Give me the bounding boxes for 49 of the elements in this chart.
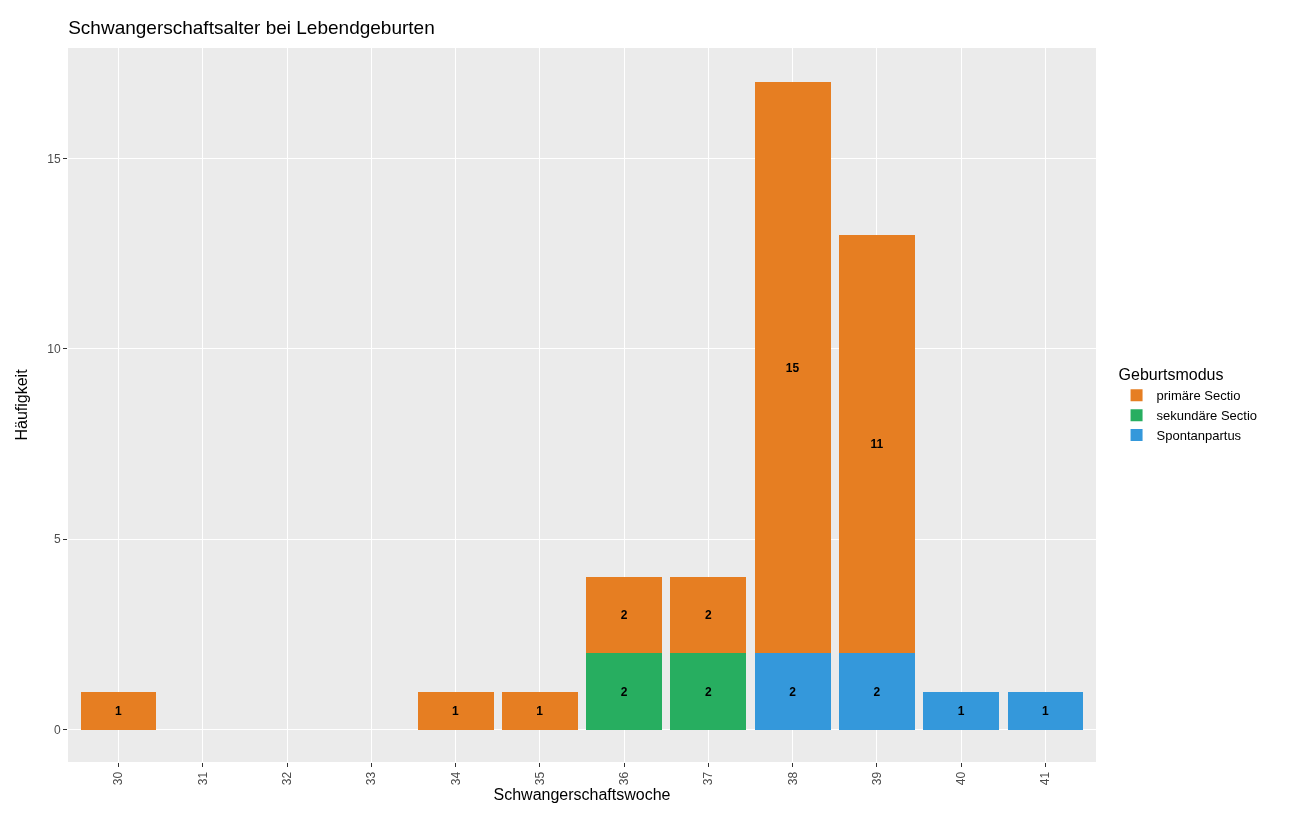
legend-label: primäre Sectio — [1156, 388, 1241, 404]
bar — [839, 653, 915, 730]
bar — [417, 691, 494, 730]
x-tick-label: 33 — [364, 771, 379, 786]
x-tick-label: 41 — [1038, 771, 1053, 786]
y-tick-label: 10 — [47, 342, 61, 357]
x-tick-label: 37 — [701, 771, 716, 786]
data-label: 1 — [957, 703, 965, 718]
x-tick-label: 39 — [869, 771, 884, 786]
bar — [586, 577, 663, 654]
y-tick-label: 15 — [47, 151, 61, 166]
data-label: 2 — [789, 684, 797, 699]
x-tick-label: 31 — [195, 771, 210, 786]
data-label: 1 — [1041, 703, 1049, 718]
bar — [670, 653, 747, 730]
bar — [670, 577, 747, 654]
data-label: 15 — [785, 360, 800, 375]
x-tick-label: 32 — [279, 771, 294, 786]
data-label: 1 — [115, 703, 123, 718]
y-tick-label: 0 — [53, 722, 61, 737]
chart-title: Schwangerschaftsalter bei Lebendgeburten — [68, 16, 435, 38]
x-tick-label: 34 — [448, 771, 463, 786]
legend-label: Spontanpartus — [1156, 428, 1242, 444]
y-axis-title: Häufigkeit — [13, 368, 31, 441]
x-tick-label: 35 — [532, 771, 547, 786]
bar — [1007, 691, 1084, 730]
bar — [501, 691, 578, 730]
y-tick-label: 5 — [53, 532, 61, 547]
data-label: 11 — [870, 437, 884, 452]
data-label: 2 — [620, 684, 628, 699]
x-tick-label: 30 — [111, 771, 126, 786]
legend-label: sekundäre Sectio — [1156, 408, 1258, 424]
data-label: 2 — [704, 684, 712, 699]
data-label: 2 — [873, 684, 881, 699]
bar — [839, 234, 915, 654]
bar — [754, 82, 831, 654]
bar — [586, 653, 663, 730]
data-label: 2 — [620, 608, 628, 623]
data-label: 1 — [536, 703, 544, 718]
x-tick-label: 38 — [785, 771, 800, 786]
bar — [923, 691, 1000, 730]
bar — [80, 691, 157, 730]
x-tick-label: 40 — [954, 771, 969, 786]
legend-title: Geburtsmodus — [1118, 366, 1224, 384]
data-label: 1 — [452, 703, 460, 718]
data-label: 2 — [704, 608, 712, 623]
bar — [754, 653, 831, 730]
x-axis-title: Schwangerschaftswoche — [493, 785, 671, 803]
x-tick-label: 36 — [617, 771, 632, 786]
